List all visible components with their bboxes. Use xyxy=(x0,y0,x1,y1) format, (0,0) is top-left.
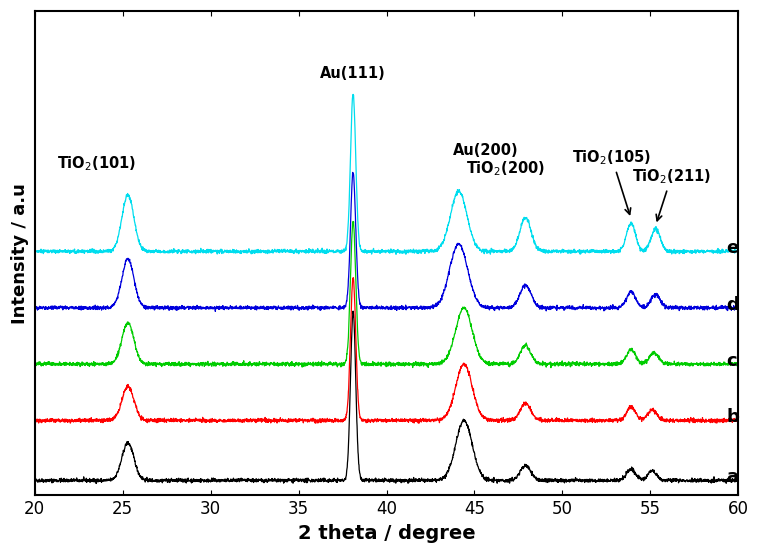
Text: b: b xyxy=(726,408,739,427)
Text: TiO$_2$(211): TiO$_2$(211) xyxy=(632,167,711,220)
Text: TiO$_2$(200): TiO$_2$(200) xyxy=(466,160,545,178)
Text: TiO$_2$(101): TiO$_2$(101) xyxy=(57,154,136,172)
Text: TiO$_2$(105): TiO$_2$(105) xyxy=(572,148,651,214)
Text: Au(200): Au(200) xyxy=(454,142,519,157)
Text: a: a xyxy=(726,469,738,486)
Y-axis label: Intensity / a.u: Intensity / a.u xyxy=(11,183,29,324)
X-axis label: 2 theta / degree: 2 theta / degree xyxy=(298,524,475,543)
Text: Au(111): Au(111) xyxy=(320,65,386,80)
Text: d: d xyxy=(726,296,739,314)
Text: e: e xyxy=(726,239,738,258)
Text: c: c xyxy=(726,352,736,370)
